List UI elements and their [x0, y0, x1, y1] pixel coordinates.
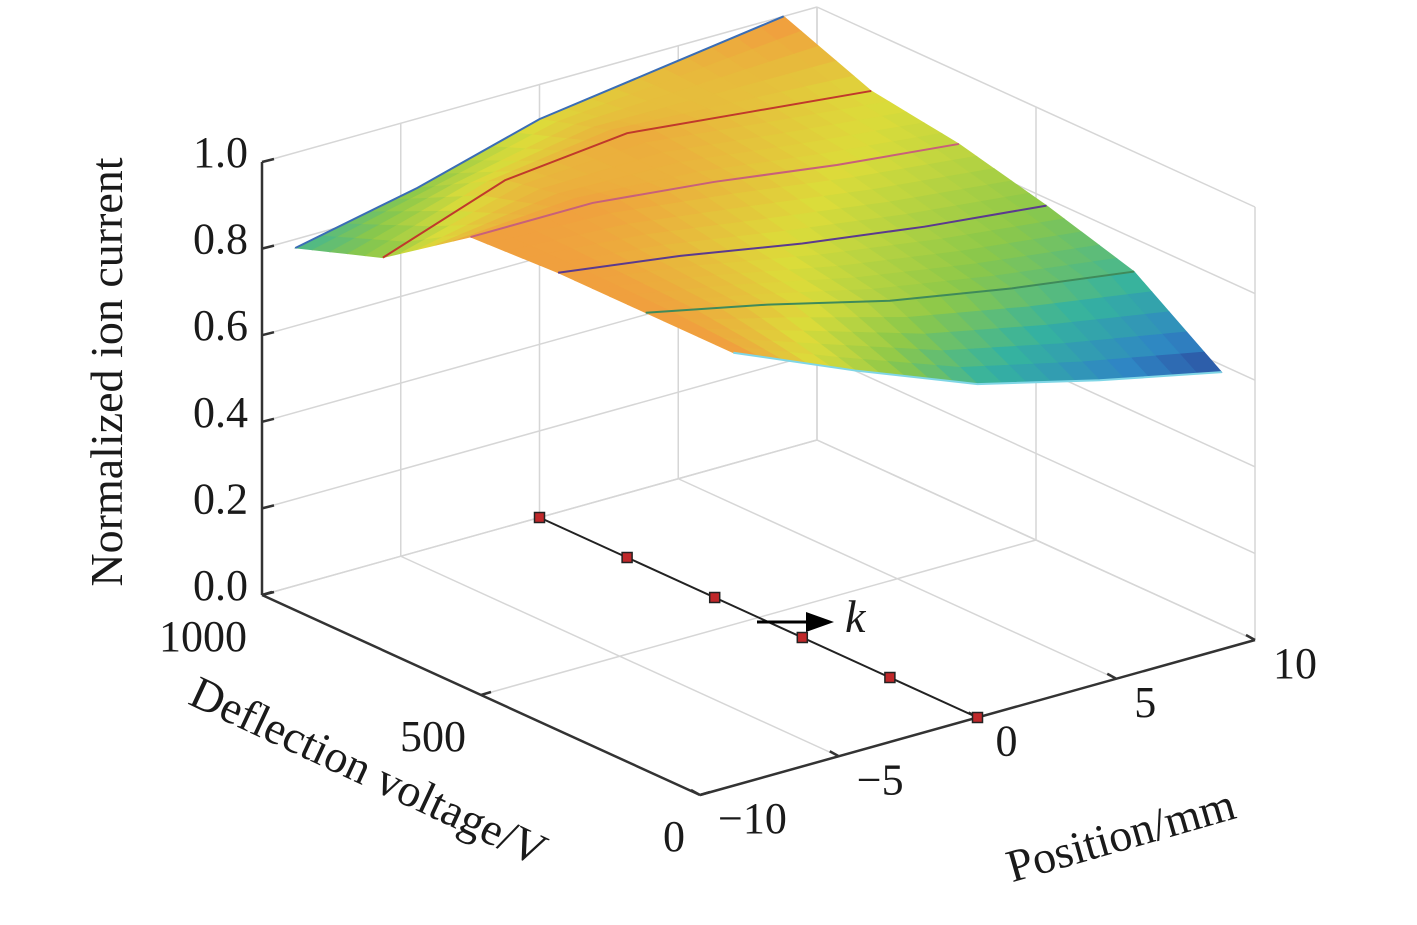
y-tick-label: 5 [1134, 678, 1156, 727]
surface-line-800V [382, 89, 872, 259]
x-tick-label: 500 [400, 712, 466, 761]
z-tick-label: 0.4 [193, 388, 248, 437]
z-axis-label: Normalized ion current [81, 157, 132, 586]
y-tick [1106, 672, 1117, 680]
y-tick-label: 0 [996, 717, 1018, 766]
x-tick [699, 790, 711, 797]
surface-line-1000V [294, 15, 785, 249]
marker-1000V [533, 511, 546, 524]
z-tick [261, 330, 275, 337]
surface-line-0V [733, 351, 1222, 386]
y-tick [1245, 633, 1256, 642]
y-tick-label: −5 [857, 755, 904, 804]
surface-lines [294, 15, 1222, 386]
x-tick [480, 690, 492, 697]
z-tick-label: 0.2 [193, 474, 248, 523]
x-tick-label: 0 [663, 812, 685, 861]
x-tick-label: 1000 [159, 612, 247, 661]
marker-line [539, 516, 978, 719]
marker-800V [621, 551, 633, 564]
y-tick [690, 788, 701, 797]
marker-600V [708, 591, 721, 604]
surface-line-600V [470, 142, 960, 238]
y-axis-label: Position/mm [1001, 778, 1241, 892]
z-tick [261, 417, 275, 424]
z-tick-label: 0.6 [193, 301, 248, 350]
surface-line-200V [645, 270, 1135, 314]
surface [293, 15, 1223, 385]
arrow-k-head [806, 612, 834, 632]
z-tick [261, 157, 275, 164]
marker-400V [796, 631, 809, 644]
surface-line-400V [557, 204, 1047, 274]
z-tick [261, 244, 275, 250]
marker-0V [971, 711, 984, 724]
arrow-k-label: k [845, 591, 867, 642]
x-axis-label: Deflection voltage/V [182, 666, 554, 876]
z-tick [261, 504, 275, 510]
marker-series [533, 511, 984, 724]
y-tick [829, 750, 840, 758]
marker-200V [884, 671, 896, 684]
y-tick-label: −10 [718, 794, 787, 843]
y-tick-label: 10 [1273, 639, 1317, 688]
z-tick-label: 0.0 [193, 561, 248, 610]
z-tick-label: 1.0 [193, 128, 248, 177]
x-tick [261, 590, 273, 597]
z-tick-label: 0.8 [193, 215, 248, 264]
arrow-annotation: k [757, 591, 867, 642]
tick-labels: 0.0 0.2 0.4 0.6 0.8 1.0 1000 500 0 −10 −5 0 5 10 [159, 128, 1317, 861]
